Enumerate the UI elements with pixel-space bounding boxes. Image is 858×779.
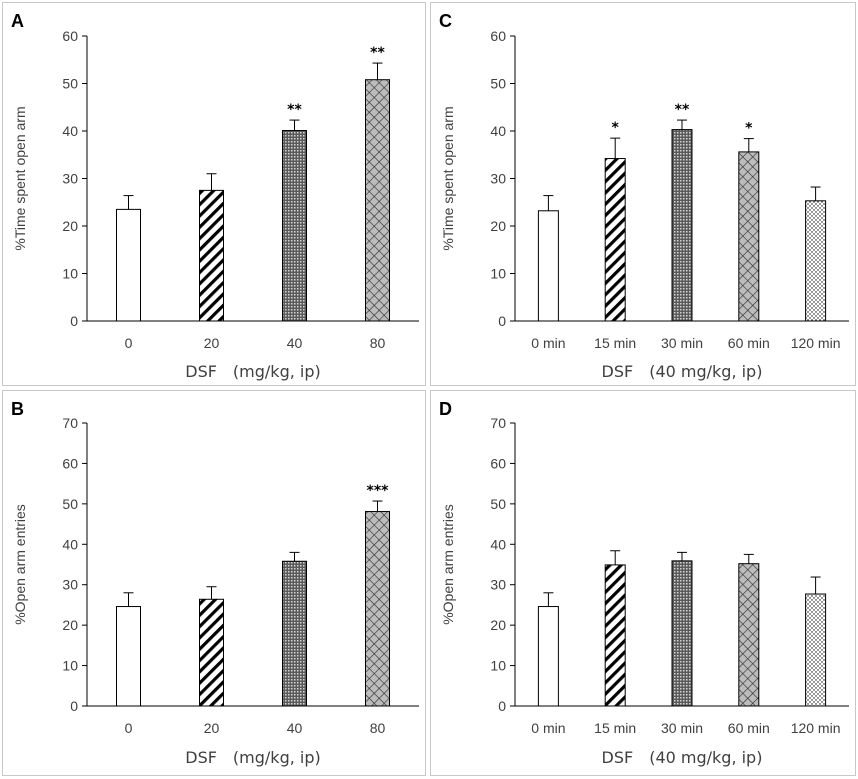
y-tick-label: 50: [490, 496, 506, 512]
x-tick-label: 0 min: [531, 720, 565, 736]
bar-0: [116, 606, 141, 707]
y-tick-label: 60: [490, 455, 506, 471]
bar-0-min: [537, 606, 559, 707]
bar-30-min: [671, 129, 693, 322]
y-tick-label: 20: [62, 218, 78, 234]
panel-label-b: B: [11, 399, 24, 419]
bar-chart-c: 0 10 20 30 40 50 60 %Time spent open arm DSF (40…: [440, 28, 849, 381]
y-tick-label: 40: [62, 536, 78, 552]
x-tick-label: 15 min: [594, 335, 636, 351]
y-tick-label: 70: [490, 415, 506, 431]
significance-marker: **: [370, 45, 385, 61]
chart-panel-a: A 0 10 20 30 40 50 60 %Time spent open arm DSF (…: [2, 2, 426, 386]
x-tick-label: 15 min: [594, 720, 636, 736]
chart-panel-b: B 0 10 20 30 40 50 60 70 %Open arm entries DSF (m…: [2, 390, 426, 776]
bar-80: [365, 511, 390, 707]
y-tick-label: 0: [498, 313, 506, 329]
bar-30-min: [671, 560, 693, 707]
bar-60-min: [738, 151, 760, 322]
y-tick-label: 10: [62, 658, 78, 674]
y-tick-label: 30: [490, 171, 506, 187]
x-tick-label: 120 min: [791, 720, 841, 736]
x-axis-label: DSF (40 mg/kg, ip): [602, 748, 763, 767]
y-tick-label: 20: [62, 617, 78, 633]
y-tick-label: 30: [62, 171, 78, 187]
x-tick-label: 120 min: [791, 335, 841, 351]
x-axis-label: DSF (40 mg/kg, ip): [602, 362, 763, 381]
x-tick-label: 60 min: [728, 720, 770, 736]
y-tick-label: 60: [490, 28, 506, 44]
x-tick-label: 80: [370, 335, 386, 351]
bar-0-min: [537, 210, 559, 322]
y-tick-label: 0: [70, 313, 78, 329]
x-axis-label: DSF (mg/kg, ip): [185, 748, 321, 767]
x-tick-label: 60 min: [728, 335, 770, 351]
y-tick-label: 10: [490, 658, 506, 674]
bar-15-min: [604, 564, 626, 707]
bar-chart-a: 0 10 20 30 40 50 60 %Time spent open arm DSF (mg…: [12, 28, 419, 381]
y-tick-label: 50: [62, 496, 78, 512]
bar-80: [365, 79, 390, 322]
y-tick-label: 70: [62, 415, 78, 431]
y-tick-label: 40: [490, 536, 506, 552]
x-tick-label: 0: [125, 335, 133, 351]
y-tick-label: 20: [490, 218, 506, 234]
y-tick-label: 40: [490, 123, 506, 139]
bar-120-min: [805, 200, 827, 322]
y-tick-label: 30: [62, 577, 78, 593]
y-axis-label: %Open arm entries: [12, 504, 28, 625]
x-tick-label: 30 min: [661, 335, 703, 351]
significance-marker: **: [287, 102, 302, 118]
x-tick-label: 80: [370, 720, 386, 736]
x-tick-label: 0: [125, 720, 133, 736]
chart-panel-c: C 0 10 20 30 40 50 60 %Time spent open arm DSF (…: [430, 2, 856, 386]
y-tick-label: 60: [62, 28, 78, 44]
significance-marker: *: [612, 120, 620, 136]
y-tick-label: 0: [498, 698, 506, 714]
bar-chart-d: 0 10 20 30 40 50 60 70 %Open arm entries DSF (40 …: [440, 415, 849, 767]
bar-40: [282, 130, 307, 322]
bar-15-min: [604, 158, 626, 322]
x-tick-label: 40: [287, 720, 303, 736]
bar-40: [282, 560, 307, 707]
panel-label-d: D: [439, 399, 452, 419]
x-tick-label: 20: [204, 335, 220, 351]
significance-marker: *: [745, 121, 753, 137]
bar-chart-b: 0 10 20 30 40 50 60 70 %Open arm entries DSF (mg/…: [12, 415, 419, 767]
x-tick-label: 30 min: [661, 720, 703, 736]
y-tick-label: 60: [62, 455, 78, 471]
bar-120-min: [805, 593, 827, 707]
x-axis-label: DSF (mg/kg, ip): [185, 362, 321, 381]
bar-20: [199, 189, 224, 322]
y-tick-label: 10: [62, 266, 78, 282]
chart-panel-d: D 0 10 20 30 40 50 60 70 %Open arm entries DSF (4…: [430, 390, 856, 776]
x-tick-label: 20: [204, 720, 220, 736]
panel-label-a: A: [11, 11, 24, 31]
y-tick-label: 10: [490, 266, 506, 282]
x-tick-label: 40: [287, 335, 303, 351]
y-tick-label: 40: [62, 123, 78, 139]
y-tick-label: 50: [490, 76, 506, 92]
y-axis-label: %Time spent open arm: [440, 106, 456, 250]
panel-label-c: C: [439, 11, 452, 31]
significance-marker: ***: [367, 483, 390, 499]
x-tick-label: 0 min: [531, 335, 565, 351]
significance-marker: **: [675, 102, 690, 118]
y-tick-label: 20: [490, 617, 506, 633]
y-axis-label: %Open arm entries: [440, 504, 456, 625]
bar-60-min: [738, 563, 760, 707]
y-tick-label: 0: [70, 698, 78, 714]
y-axis-label: %Time spent open arm: [12, 106, 28, 250]
bar-0: [116, 208, 141, 322]
y-tick-label: 50: [62, 76, 78, 92]
bar-20: [199, 598, 224, 707]
y-tick-label: 30: [490, 577, 506, 593]
